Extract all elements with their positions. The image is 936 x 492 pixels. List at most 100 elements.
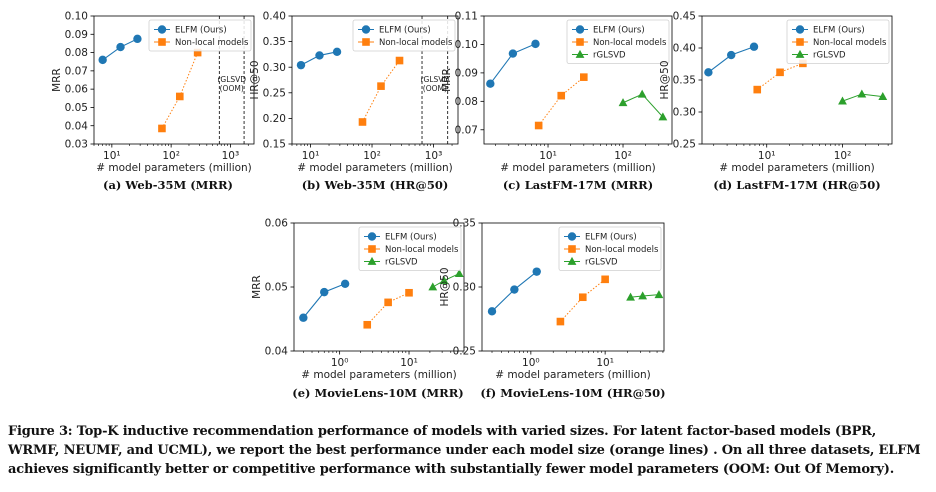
legend: ELFM (Ours) Non-local models rGLSVD	[558, 226, 662, 271]
y-tick-label: 0.09	[65, 29, 88, 41]
y-tick-label: 0.35	[453, 218, 476, 230]
x-tick-label: 10¹	[400, 357, 418, 369]
data-point-ours	[296, 60, 306, 70]
data-point-ours	[510, 285, 519, 294]
legend: ELFM (Ours) Non-local models rGLSVD	[566, 19, 670, 64]
legend-marker-rglsvd	[575, 49, 585, 58]
y-tick-label: 0.04	[265, 346, 289, 358]
y-axis-label: HR@50	[249, 60, 261, 99]
y-tick-label: 0.35	[263, 36, 286, 48]
legend: ELFM (Ours) Non-local models rGLSVD	[358, 226, 462, 271]
subfigure-caption: (e) MovieLens-10M (MRR)	[292, 386, 463, 400]
y-tick-label: 0.30	[453, 282, 476, 294]
data-point-nonlocal	[557, 91, 566, 100]
chart-panel-5: 0.04 0.05 0.06 10⁰ 10¹# model parameters (mi…	[251, 218, 465, 400]
legend-label-nonlocal: Non-local models	[593, 38, 667, 48]
x-tick-label: 10¹	[302, 150, 320, 162]
oom-label: rGLSVD	[420, 75, 449, 84]
x-tick-label: 10¹	[596, 357, 614, 369]
data-point-rglsvd	[454, 268, 464, 277]
x-axis-label: # model parameters (million)	[96, 162, 252, 174]
y-tick-label: 0.09	[455, 67, 478, 79]
y-tick-label: 0.35	[673, 75, 696, 87]
legend-label-rglsvd: rGLSVD	[813, 51, 846, 61]
data-point-ours	[98, 55, 107, 65]
legend-marker-nonlocal	[158, 38, 166, 46]
plot-frame	[483, 15, 673, 145]
legend-marker-ours	[367, 232, 377, 241]
data-point-nonlocal	[158, 124, 166, 133]
data-point-rglsvd	[878, 92, 888, 101]
legend-label-rglsvd: rGLSVD	[585, 258, 618, 268]
x-tick-label: 10¹	[539, 150, 557, 162]
y-axis-label: HR@50	[439, 267, 451, 306]
y-tick-label: 0.03	[65, 139, 88, 151]
x-tick-label: 10²	[614, 150, 632, 162]
series-line-nonlocal	[366, 292, 410, 326]
series-line-nonlocal	[161, 52, 199, 129]
data-point-nonlocal	[580, 73, 588, 81]
data-point-rglsvd	[626, 292, 635, 301]
x-axis-label: # model parameters (million)	[500, 162, 656, 174]
chart-panel-4: 0.25 0.30 0.35 0.40 0.45 10¹ 10²# model parame…	[659, 11, 893, 192]
y-tick-label: 0.06	[265, 218, 289, 230]
y-tick-label: 0.25	[673, 139, 696, 151]
x-tick-label: 10²	[162, 150, 180, 162]
series-line-ours	[708, 46, 755, 73]
data-point-ours	[332, 47, 342, 57]
x-axis-label: # model parameters (million)	[719, 162, 875, 174]
y-tick-label: 0.10	[455, 39, 478, 51]
data-point-ours	[727, 50, 736, 60]
subfigure-caption: (b) Web-35M (HR@50)	[302, 178, 449, 192]
figure-caption: Figure 3: Top-K inductive recommendation…	[8, 424, 921, 477]
data-point-nonlocal	[193, 48, 202, 57]
plot-frame	[291, 15, 459, 145]
chart-panel-6: 0.25 0.30 0.35 10⁰ 10¹# model parameters (mi…	[439, 218, 666, 400]
oom-label: rGLSVD	[217, 75, 246, 84]
data-point-nonlocal	[377, 82, 385, 90]
data-point-ours	[299, 313, 308, 322]
legend-marker-rglsvd	[795, 49, 805, 58]
subfigure-caption: (d) LastFM-17M (HR@50)	[713, 178, 880, 192]
x-tick-label: 10³	[222, 150, 240, 162]
series-line-rglsvd	[622, 93, 664, 118]
data-point-nonlocal	[753, 85, 762, 94]
y-tick-label: 0.07	[455, 124, 478, 136]
x-axis-label: # model parameters (million)	[297, 162, 453, 174]
legend-label-nonlocal: Non-local models	[813, 38, 887, 48]
legend-marker-nonlocal	[368, 245, 376, 253]
y-tick-label: 0.06	[65, 84, 89, 96]
data-point-ours	[508, 49, 518, 58]
data-point-ours	[486, 79, 495, 88]
oom-label: (OOM)	[220, 84, 244, 93]
data-point-ours	[531, 39, 540, 49]
legend-marker-ours	[157, 25, 167, 34]
y-tick-label: 0.08	[455, 96, 478, 108]
y-tick-label: 0.30	[263, 62, 286, 74]
legend-box	[558, 226, 662, 271]
series-line-nonlocal	[756, 62, 804, 90]
legend-label-ours: ELFM (Ours)	[379, 26, 431, 36]
legend-box	[148, 19, 252, 52]
chart-panel-2: 0.15 0.20 0.25 0.30 0.35 0.40 10¹ 10² 10³# model…	[249, 11, 459, 192]
legend-marker-nonlocal	[568, 245, 576, 253]
data-point-nonlocal	[358, 118, 367, 126]
y-tick-label: 0.15	[263, 139, 286, 151]
data-point-ours	[749, 42, 759, 51]
data-point-ours	[340, 279, 350, 288]
legend-marker-nonlocal	[576, 38, 584, 46]
data-point-rglsvd	[638, 291, 648, 300]
y-tick-label: 0.08	[65, 47, 88, 59]
legend-label-nonlocal: Non-local models	[379, 38, 453, 48]
y-tick-label: 0.04	[65, 120, 89, 132]
data-point-rglsvd	[618, 98, 628, 107]
legend-label-nonlocal: Non-local models	[385, 245, 459, 255]
data-point-nonlocal	[776, 68, 784, 77]
y-axis-label: HR@50	[659, 60, 671, 99]
x-tick-label: 10¹	[103, 150, 121, 162]
y-tick-label: 0.25	[263, 87, 286, 99]
subfigure-caption: (c) LastFM-17M (MRR)	[503, 178, 653, 192]
legend-label-rglsvd: rGLSVD	[593, 51, 626, 61]
data-point-ours	[320, 287, 329, 297]
legend-box	[352, 19, 456, 52]
